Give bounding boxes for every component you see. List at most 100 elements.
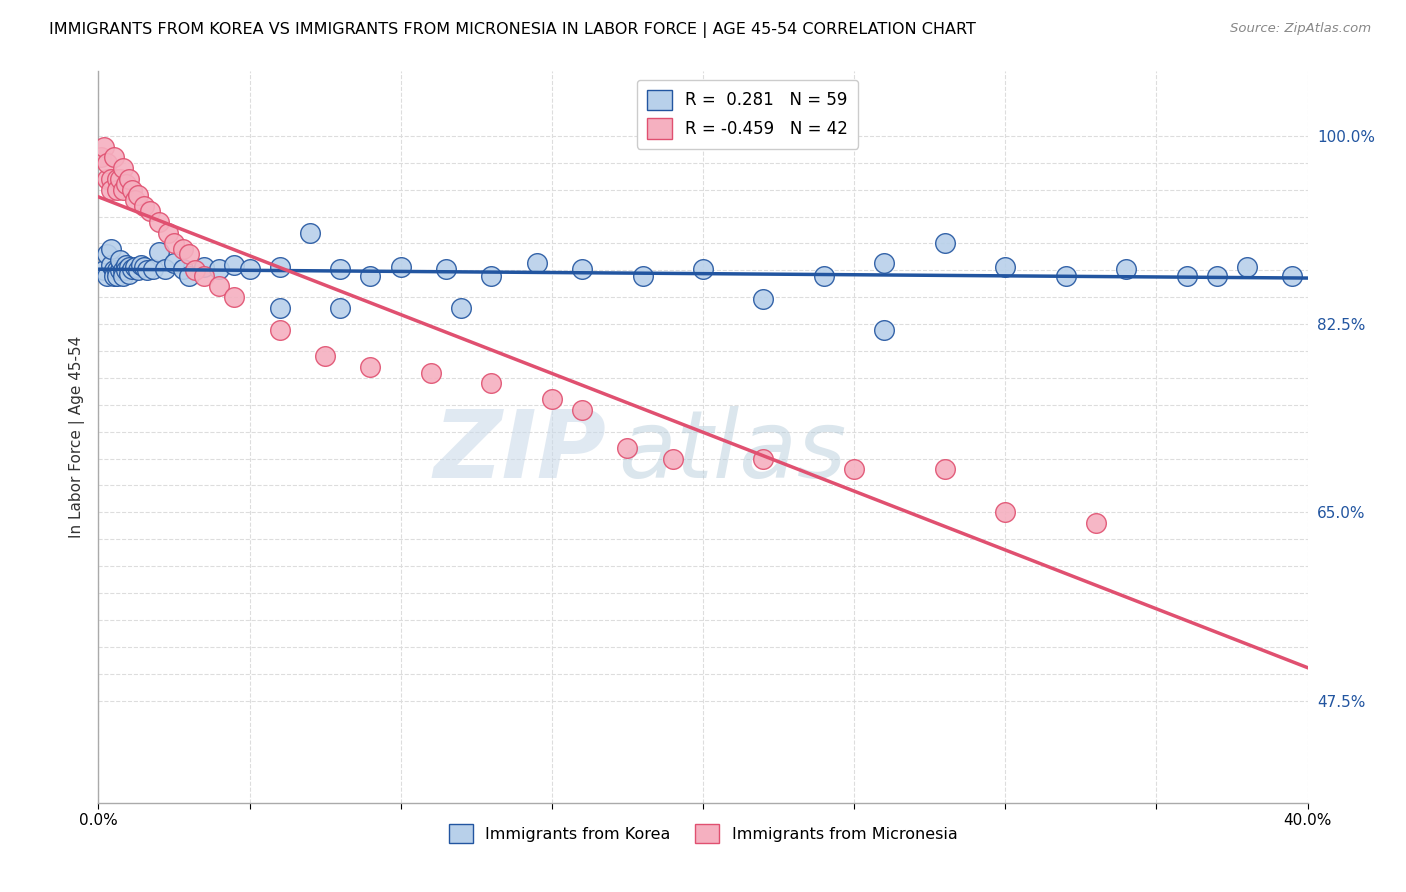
Point	[108, 263, 131, 277]
Point	[329, 301, 352, 315]
Point	[934, 236, 956, 251]
Point	[224, 290, 246, 304]
Point	[526, 256, 548, 270]
Point	[299, 226, 322, 240]
Point	[148, 215, 170, 229]
Point	[172, 242, 194, 256]
Point	[269, 301, 291, 315]
Point	[1281, 268, 1303, 283]
Point	[90, 150, 112, 164]
Point	[108, 172, 131, 186]
Point	[873, 256, 896, 270]
Point	[224, 258, 246, 272]
Point	[873, 322, 896, 336]
Point	[129, 258, 152, 272]
Point	[127, 263, 149, 277]
Point	[127, 188, 149, 202]
Point	[1054, 268, 1077, 283]
Point	[100, 183, 122, 197]
Point	[314, 350, 336, 364]
Point	[93, 263, 115, 277]
Point	[752, 293, 775, 307]
Point	[111, 161, 134, 176]
Point	[1085, 516, 1108, 530]
Point	[114, 178, 136, 192]
Point	[193, 268, 215, 283]
Point	[100, 172, 122, 186]
Point	[114, 258, 136, 272]
Point	[105, 263, 128, 277]
Point	[239, 262, 262, 277]
Point	[692, 262, 714, 277]
Point	[481, 376, 503, 391]
Point	[661, 451, 683, 466]
Text: IMMIGRANTS FROM KOREA VS IMMIGRANTS FROM MICRONESIA IN LABOR FORCE | AGE 45-54 C: IMMIGRANTS FROM KOREA VS IMMIGRANTS FROM…	[49, 22, 976, 38]
Point	[105, 268, 128, 283]
Point	[934, 462, 956, 476]
Point	[105, 172, 128, 186]
Point	[1206, 268, 1229, 283]
Point	[184, 263, 207, 277]
Point	[994, 505, 1017, 519]
Point	[163, 256, 186, 270]
Point	[269, 322, 291, 336]
Point	[114, 263, 136, 277]
Point	[132, 199, 155, 213]
Point	[100, 242, 122, 256]
Point	[96, 156, 118, 170]
Point	[450, 301, 472, 315]
Point	[93, 139, 115, 153]
Point	[105, 183, 128, 197]
Point	[118, 172, 141, 186]
Point	[994, 260, 1017, 274]
Point	[540, 392, 562, 407]
Point	[96, 172, 118, 186]
Point	[1175, 268, 1198, 283]
Point	[179, 247, 201, 261]
Point	[96, 268, 118, 283]
Point	[156, 226, 179, 240]
Point	[269, 260, 291, 274]
Point	[1115, 262, 1137, 277]
Point	[121, 262, 143, 277]
Point	[172, 262, 194, 277]
Point	[153, 262, 176, 277]
Y-axis label: In Labor Force | Age 45-54: In Labor Force | Age 45-54	[69, 336, 84, 538]
Point	[571, 403, 593, 417]
Text: ZIP: ZIP	[433, 406, 606, 498]
Point	[163, 236, 186, 251]
Point	[631, 268, 654, 283]
Point	[124, 260, 146, 274]
Point	[132, 260, 155, 274]
Point	[434, 262, 457, 277]
Point	[813, 268, 835, 283]
Text: atlas: atlas	[619, 406, 846, 497]
Point	[616, 441, 638, 455]
Point	[360, 360, 382, 375]
Point	[103, 150, 125, 164]
Point	[208, 279, 231, 293]
Point	[103, 268, 125, 283]
Point	[179, 268, 201, 283]
Point	[481, 268, 503, 283]
Point	[389, 260, 412, 274]
Point	[420, 366, 443, 380]
Point	[139, 204, 162, 219]
Point	[111, 268, 134, 283]
Legend: Immigrants from Korea, Immigrants from Micronesia: Immigrants from Korea, Immigrants from M…	[443, 817, 963, 850]
Point	[142, 262, 165, 277]
Point	[111, 263, 134, 277]
Point	[135, 263, 157, 277]
Point	[108, 252, 131, 267]
Point	[124, 194, 146, 208]
Point	[571, 262, 593, 277]
Point	[148, 245, 170, 260]
Point	[100, 258, 122, 272]
Point	[844, 462, 866, 476]
Point	[752, 451, 775, 466]
Point	[118, 267, 141, 281]
Point	[103, 263, 125, 277]
Point	[121, 183, 143, 197]
Point	[111, 183, 134, 197]
Point	[329, 262, 352, 277]
